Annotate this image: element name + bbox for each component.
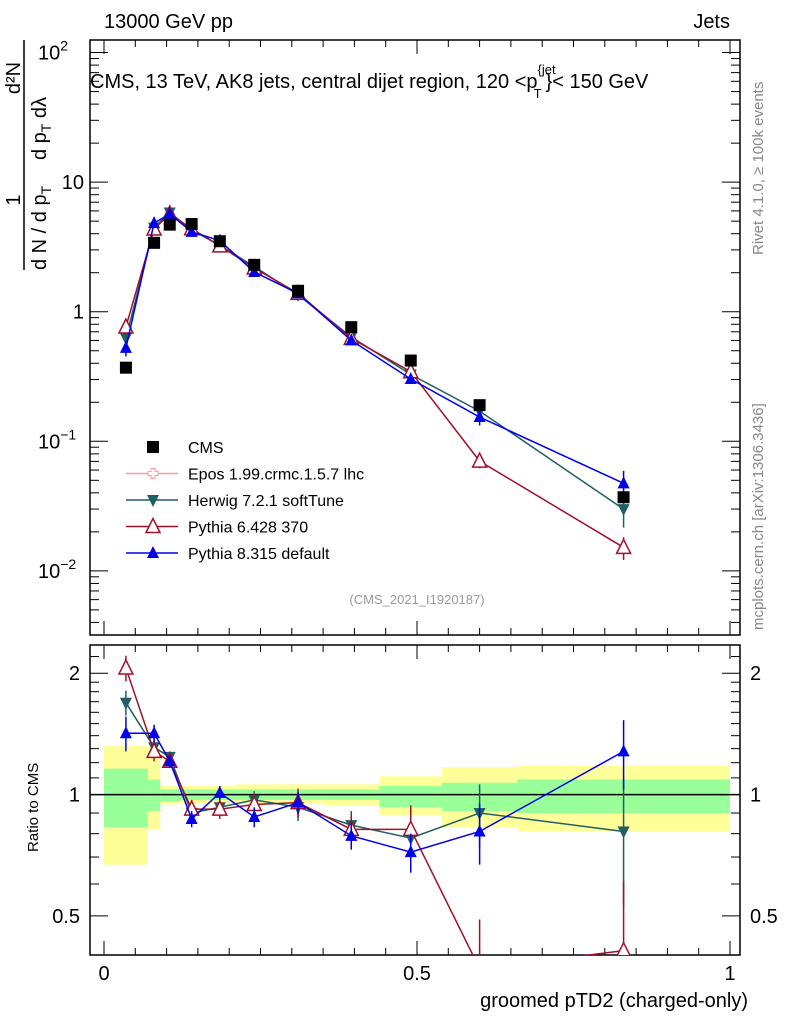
point-pythia-6-428-370 [615,537,632,555]
ylabel-num1: 1 [3,194,25,205]
y-tick-label: 1 [73,302,84,324]
series-line-herwig-7-2-1-softtune [125,211,625,510]
ratio-y-tick-label-right: 2 [750,663,761,685]
legend-marker [147,468,159,479]
point-cms-data [473,399,486,412]
legend-marker [147,441,159,453]
point-cms-data [148,236,161,249]
ratio-plot-frame [89,644,741,956]
ratio-point-pythia-6-428-370 [402,819,419,837]
ratio-point-herwig-7-2-1-softtune [119,697,132,710]
main-plot-frame [89,39,741,636]
ratio-point-pythia-8-315-default [292,795,305,808]
legend-label: Epos 1.99.crmc.1.5.7 lhc [188,467,364,484]
point-pythia-8-315-default [404,372,417,385]
ratio-ylabel: Ratio to CMS [25,763,42,852]
ratio-point-pythia-8-315-default [473,824,486,837]
ratio-y-tick-label-right: 1 [750,785,761,807]
ratio-point-herwig-7-2-1-softtune [617,826,630,839]
point-cms-data [345,321,358,334]
ratio-point-pythia-6-428-370 [211,799,229,816]
ratio-point-pythia-8-315-default [248,809,261,822]
ratio-series-layer [117,655,631,975]
point-cms-data [404,354,417,367]
y-tick-label: 102 [38,38,68,65]
legend-label: CMS [188,440,224,457]
point-cms-data [119,361,132,374]
point-pythia-8-315-default [345,333,358,346]
ratio-point-pythia-8-315-default [345,828,358,841]
band-stat-bin [160,789,180,802]
ratio-point-pythia-8-315-default [617,744,630,757]
legend-item: Herwig 7.2.1 softTune [126,493,344,510]
ratio-point-pythia-8-315-default [185,811,198,824]
header-right: Jets [693,11,730,33]
source-watermark: (CMS_2021_I1920187) [349,592,484,607]
point-pythia-8-315-default [163,206,176,219]
legend-marker [147,546,159,558]
ylabel-num2: d²N [3,62,25,94]
ratio-y-tick-label-left: 2 [69,663,80,685]
ratio-point-pythia-8-315-default [404,845,417,858]
ratio-point-pythia-6-428-370 [145,741,163,759]
ratio-point-pythia-6-428-370 [473,961,487,975]
point-cms-data [185,218,198,231]
point-pythia-6-428-370 [471,451,488,468]
y-tick-label: 10−1 [38,426,76,453]
ylabel-den2: d pT dλ [29,97,54,160]
ratio-point-pythia-8-315-default [163,754,176,767]
point-cms-data [292,284,305,297]
ratio-y-tick-label-right: 0.5 [750,906,778,928]
point-pythia-8-315-default [185,224,198,237]
legend-label: Herwig 7.2.1 softTune [188,493,344,510]
legend-label: Pythia 8.315 default [188,546,330,563]
legend-label: Pythia 6.428 370 [188,520,308,537]
ratio-y-tick-label-left: 1 [69,785,80,807]
ratio-y-tick-label-left: 0.5 [52,906,80,928]
main-series-layer [117,204,632,560]
legend-item: Epos 1.99.crmc.1.5.7 lhc [126,467,364,484]
ratio-point-pythia-8-315-default [148,726,161,739]
ratio-point-pythia-8-315-default [213,785,226,798]
legend-item: Pythia 8.315 default [126,546,330,563]
legend-marker [147,495,159,507]
ylabel-den1: d N / d pT [29,185,54,270]
point-herwig-7-2-1-softtune [617,504,630,517]
point-pythia-8-315-default [617,476,630,489]
x-tick-label: 1 [724,963,735,985]
point-cms-data [248,258,261,271]
ratio-point-pythia-6-428-370 [616,940,631,955]
legend-marker [144,516,162,534]
band-stat-bin [379,786,443,808]
legend-item: CMS [147,440,224,457]
point-pythia-8-315-default [248,265,261,278]
point-cms-data [163,218,176,231]
ratio-point-pythia-8-315-default [119,726,132,739]
rivet-label: Rivet 4.1.0, ≥ 100k events [750,82,767,255]
mcplots-label: mcplots.cern.ch [arXiv:1306.3436] [750,403,767,630]
x-tick-label: 0.5 [403,963,431,985]
legend-item: Pythia 6.428 370 [126,516,308,537]
point-cms-data [617,491,630,504]
point-pythia-8-315-default [119,340,132,353]
plot-title: CMS, 13 TeV, AK8 jets, central dijet reg… [90,62,649,101]
y-tick-label: 10 [62,172,84,194]
y-tick-label: 10−2 [38,556,76,583]
band-stat-bin [104,768,148,828]
x-tick-label: 0 [98,963,109,985]
y-axis-label-main: 1 d N / d pT d²N d pT dλ [3,40,54,270]
point-pythia-8-315-default [473,410,486,423]
header-left: 13000 GeV pp [104,11,233,33]
point-cms-data [213,235,226,248]
ratio-point-pythia-6-428-370 [117,658,135,675]
x-axis-label: groomed pTD2 (charged-only) [480,990,748,1012]
point-pythia-8-315-default [148,216,161,229]
